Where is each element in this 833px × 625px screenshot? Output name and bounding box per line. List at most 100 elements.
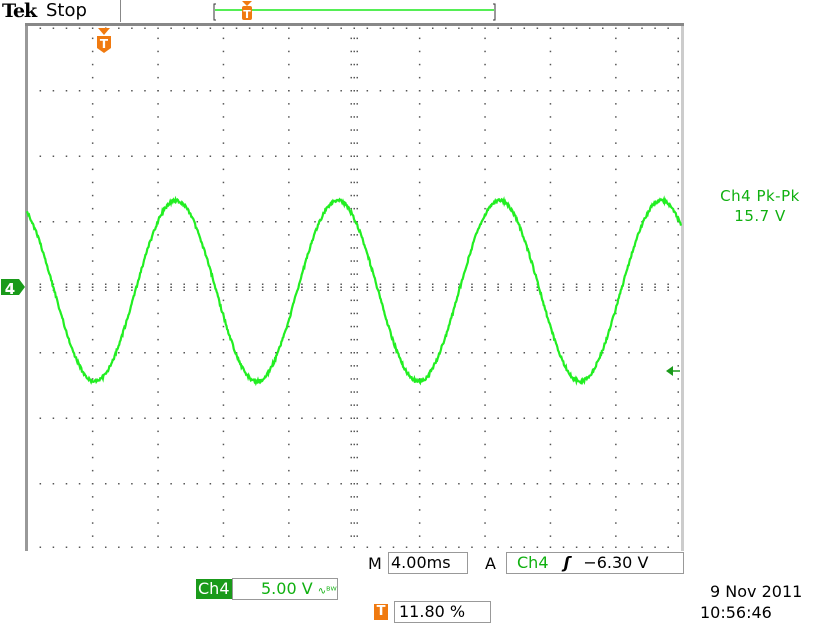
trigger-level-arrow-icon[interactable] (666, 366, 680, 376)
grid-vline-dot (354, 470, 356, 472)
grid-vline-dot (92, 208, 94, 210)
grid-hline-dot (393, 156, 395, 158)
grid-hline-dot (654, 418, 656, 420)
ch4-ground-marker[interactable]: 4 (1, 279, 25, 298)
grid-vline-dot (615, 260, 617, 262)
grid-hline-dot (183, 418, 185, 420)
bottom-axis-tick (131, 547, 133, 549)
bottom-axis-tick (641, 547, 643, 549)
trigger-readout[interactable]: Ch4 ʃ −6.30 V (506, 552, 684, 574)
grid-hline-dot (118, 483, 120, 485)
top-axis-tick (197, 28, 199, 30)
grid-vline-dot (223, 431, 225, 433)
grid-hline-dot (262, 90, 264, 92)
grid-hline-dot (628, 156, 630, 158)
center-axis-tick (357, 273, 359, 275)
grid-hline-dot (183, 483, 185, 485)
grid-hline-dot (92, 156, 94, 158)
grid-hline-dot (419, 156, 421, 158)
right-axis-tick (678, 326, 680, 328)
center-axis-tick (380, 290, 382, 292)
center-axis-tick (351, 103, 353, 105)
bottom-axis-tick (354, 547, 356, 549)
center-axis-tick (351, 221, 353, 223)
top-axis-tick (497, 28, 499, 30)
grid-vline-dot (288, 404, 290, 406)
bottom-axis-tick (327, 547, 329, 549)
trigger-position-marker[interactable]: T (97, 28, 111, 53)
grid-vline-dot (157, 273, 159, 275)
timebase-readout[interactable]: 4.00ms (388, 552, 468, 574)
right-axis-tick (678, 156, 680, 158)
grid-hline-dot (314, 90, 316, 92)
grid-vline-dot (223, 195, 225, 197)
center-axis-tick (351, 129, 353, 131)
right-axis-tick (678, 77, 680, 79)
grid-vline-dot (354, 195, 356, 197)
grid-vline-dot (354, 431, 356, 433)
grid-vline-dot (419, 365, 421, 367)
center-axis-tick (393, 287, 395, 289)
grid-vline-dot (157, 339, 159, 341)
grid-vline-dot (223, 496, 225, 498)
grid-vline-dot (288, 313, 290, 315)
center-axis-tick (351, 496, 353, 498)
grid-hline-dot (354, 156, 356, 158)
center-axis-tick (628, 287, 630, 289)
center-axis-tick (419, 287, 421, 289)
grid-vline-dot (288, 208, 290, 210)
grid-hline-dot (275, 221, 277, 223)
center-axis-tick (380, 287, 382, 289)
grid-hline-dot (92, 418, 94, 420)
grid-vline-dot (288, 431, 290, 433)
grid-hline-dot (380, 352, 382, 354)
graticule-left-border (25, 23, 28, 551)
grid-hline-dot (144, 221, 146, 223)
grid-vline-dot (92, 129, 94, 131)
top-axis-tick (301, 28, 303, 30)
grid-vline-dot (288, 234, 290, 236)
grid-hline-dot (524, 90, 526, 92)
grid-hline-dot (419, 418, 421, 420)
grid-vline-dot (354, 116, 356, 118)
right-axis-tick (678, 195, 680, 197)
grid-hline-dot (66, 156, 68, 158)
grid-vline-dot (288, 103, 290, 105)
grid-hline-dot (602, 156, 604, 158)
right-axis-tick (678, 234, 680, 236)
grid-hline-dot (445, 418, 447, 420)
grid-vline-dot (484, 103, 486, 105)
channel-badge[interactable]: Ch4 (196, 579, 232, 599)
center-axis-tick (223, 284, 225, 286)
grid-hline-dot (288, 483, 290, 485)
grid-hline-dot (327, 221, 329, 223)
grid-hline-dot (210, 418, 212, 420)
grid-hline-dot (210, 352, 212, 354)
center-axis-tick (550, 290, 552, 292)
top-axis-tick (445, 28, 447, 30)
trigger-position-readout[interactable]: 11.80 % (394, 601, 491, 623)
bottom-axis-tick (144, 547, 146, 549)
center-axis-tick (351, 378, 353, 380)
grid-vline-dot (92, 234, 94, 236)
grid-hline-dot (183, 90, 185, 92)
center-axis-tick (40, 290, 42, 292)
grid-hline-dot (432, 221, 434, 223)
channel-scale-readout[interactable]: 5.00 V ∿ᴮᵂ (232, 578, 338, 600)
center-axis-tick (351, 483, 353, 485)
grid-hline-dot (79, 156, 81, 158)
grid-hline-dot (131, 90, 133, 92)
grid-hline-dot (458, 483, 460, 485)
grid-vline-dot (484, 234, 486, 236)
grid-vline-dot (419, 116, 421, 118)
grid-hline-dot (537, 221, 539, 223)
grid-vline-dot (288, 522, 290, 524)
grid-vline-dot (615, 116, 617, 118)
grid-vline-dot (615, 208, 617, 210)
center-axis-tick (510, 287, 512, 289)
grid-vline-dot (550, 444, 552, 446)
grid-hline-dot (249, 352, 251, 354)
center-axis-tick (131, 287, 133, 289)
center-axis-tick (301, 290, 303, 292)
grid-vline-dot (223, 444, 225, 446)
